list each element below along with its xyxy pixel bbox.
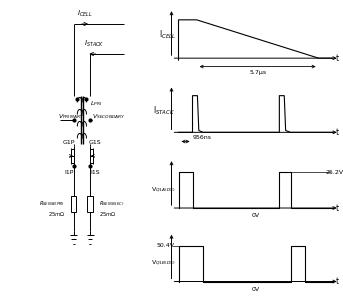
Bar	[71, 196, 76, 212]
Text: 50.4V: 50.4V	[156, 243, 174, 248]
Text: $V_{PRIMARY}$: $V_{PRIMARY}$	[58, 112, 84, 122]
Text: $I_{CELL}$: $I_{CELL}$	[77, 8, 93, 19]
Text: t: t	[335, 277, 339, 286]
Text: $L_{PRI}$: $L_{PRI}$	[90, 99, 103, 108]
Text: $R_{SENSE(PRI)}$: $R_{SENSE(PRI)}$	[39, 200, 65, 208]
Text: 956ns: 956ns	[192, 135, 212, 140]
Text: $R_{SENS(SEC)}$: $R_{SENS(SEC)}$	[98, 200, 124, 208]
Text: I1S: I1S	[90, 169, 100, 175]
Text: I1P: I1P	[64, 169, 73, 175]
Text: t: t	[335, 203, 339, 212]
Text: 25.2V: 25.2V	[326, 170, 343, 175]
Text: 5.7μs: 5.7μs	[250, 70, 267, 75]
Bar	[87, 196, 93, 212]
Text: I$_{STACK}$: I$_{STACK}$	[153, 104, 176, 117]
Text: G1P: G1P	[62, 140, 75, 145]
Text: t: t	[335, 54, 339, 63]
Text: $I_{STACK}$: $I_{STACK}$	[84, 38, 104, 49]
Text: I$_{CELL}$: I$_{CELL}$	[158, 29, 176, 41]
Text: t: t	[335, 128, 339, 137]
Text: G1S: G1S	[89, 140, 101, 145]
Text: $V_{SECONDARY}$: $V_{SECONDARY}$	[93, 112, 127, 122]
Text: $25m\Omega$: $25m\Omega$	[98, 211, 116, 218]
Text: $25m\Omega$: $25m\Omega$	[48, 211, 65, 218]
Text: V$_{Q1A(DS)}$: V$_{Q1A(DS)}$	[151, 186, 176, 195]
Text: 0V: 0V	[251, 287, 260, 292]
Text: V$_{Q1B(DS)}$: V$_{Q1B(DS)}$	[151, 259, 176, 268]
Text: 0V: 0V	[251, 213, 260, 218]
